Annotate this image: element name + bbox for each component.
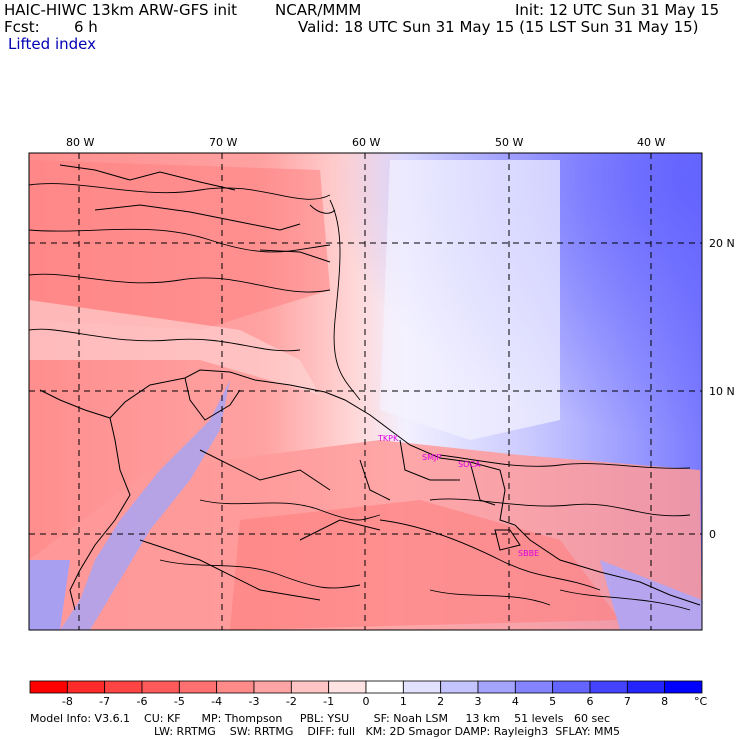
lat-label-20n: 20 N — [709, 237, 735, 250]
colorbar-cell — [477, 680, 516, 694]
colorbar-cell — [365, 680, 404, 694]
lon-label-50w: 50 W — [495, 136, 523, 149]
field-name: Lifted index — [8, 35, 96, 53]
station-smjp: SMJP — [422, 453, 441, 462]
colorbar-tick-label: -3 — [249, 695, 260, 708]
model-info-line2: LW: RRTMG SW: RRTMG DIFF: full KM: 2D Sm… — [154, 725, 620, 738]
colorbar-labels: -8 -7 -6 -5 -4 -3 -2 -1 0 1 2 3 4 5 6 7 8 — [62, 695, 668, 708]
colorbar-cell — [328, 680, 367, 694]
colorbar-cell — [29, 680, 68, 694]
colorbar-cell — [626, 680, 666, 694]
graticule — [29, 153, 702, 630]
colorbar-tick-label: 1 — [400, 695, 407, 708]
lat-label-10n: 10 N — [709, 385, 735, 398]
lifted-index-map: 80 W 70 W 60 W 50 W 40 W 20 N 10 N 0 TKP… — [28, 136, 735, 631]
colorbar-tick-label: 6 — [587, 695, 594, 708]
colorbar-tick-label: 7 — [624, 695, 631, 708]
colorbar-cell — [178, 680, 218, 694]
colorbar-tick-label: 5 — [549, 695, 556, 708]
colorbar-cell — [253, 680, 292, 694]
lon-label-60w: 60 W — [352, 136, 380, 149]
model-title: HAIC-HIWC 13km ARW-GFS init — [4, 1, 238, 19]
colorbar-tick-label: -8 — [62, 695, 73, 708]
colorbar-cell — [514, 680, 554, 694]
colorbar-tick-label: -1 — [323, 695, 334, 708]
colorbar-cell — [216, 680, 255, 694]
colorbar-cell — [440, 680, 479, 694]
colorbar-cell — [141, 680, 180, 694]
colorbar-cell — [104, 680, 143, 694]
colorbar-cells — [29, 680, 703, 694]
forecast-hours: 6 h — [74, 18, 98, 36]
init-time: Init: 12 UTC Sun 31 May 15 — [515, 1, 720, 19]
colorbar-unit: °C — [694, 695, 708, 708]
lat-label-0: 0 — [709, 528, 716, 541]
station-sbbe: SBBE — [518, 549, 539, 558]
colorbar-tick-label: 8 — [661, 695, 668, 708]
station-soca: SOCA — [458, 460, 481, 469]
lon-label-70w: 70 W — [209, 136, 237, 149]
forecast-label: Fcst: — [4, 18, 40, 36]
colorbar-tick-label: -7 — [99, 695, 110, 708]
lon-label-80w: 80 W — [66, 136, 94, 149]
colorbar-tick-label: 3 — [475, 695, 482, 708]
contour-lines — [29, 183, 691, 611]
colorbar-cell — [66, 680, 106, 694]
colorbar-cell — [589, 680, 628, 694]
station-tkpk: TKPK — [377, 434, 399, 443]
colorbar-tick-label: -6 — [137, 695, 148, 708]
model-info-line1: Model Info: V3.6.1 CU: KF MP: Thompson P… — [30, 712, 610, 725]
colorbar-tick-label: 2 — [437, 695, 444, 708]
valid-time: Valid: 18 UTC Sun 31 May 15 (15 LST Sun … — [298, 18, 699, 36]
colorbar-tick-label: -2 — [286, 695, 297, 708]
colorbar-cell — [664, 680, 703, 694]
lon-label-40w: 40 W — [637, 136, 665, 149]
coastlines — [39, 164, 701, 611]
colorbar-tick-label: -4 — [211, 695, 222, 708]
colorbar-cell — [402, 680, 442, 694]
colorbar-tick-label: -5 — [174, 695, 185, 708]
colorbar-cell — [552, 680, 591, 694]
colorbar-tick-label: 4 — [512, 695, 519, 708]
colorbar-tick-label: 0 — [363, 695, 370, 708]
institution-label: NCAR/MMM — [275, 1, 362, 19]
colorbar-cell — [290, 680, 330, 694]
